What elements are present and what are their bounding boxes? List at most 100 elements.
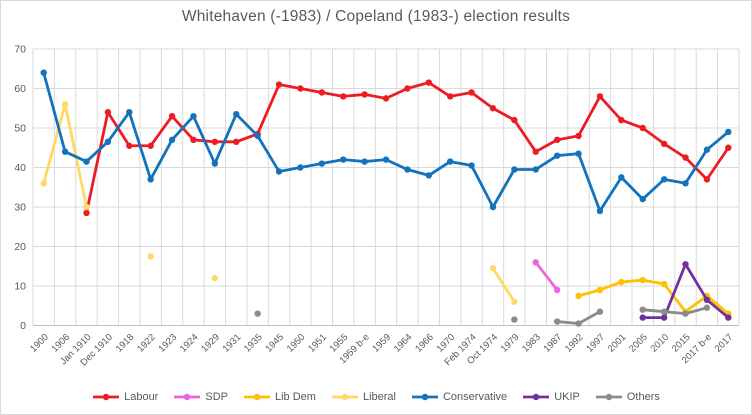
x-axis-tick-label: 1992 — [563, 332, 586, 355]
y-axis-tick-label: 60 — [14, 83, 26, 95]
series-labour-point — [660, 140, 668, 147]
series-conservative-point — [553, 152, 561, 159]
series-labour-point — [361, 91, 368, 98]
series-conservative-point — [725, 128, 732, 136]
series-labour-point — [425, 79, 432, 86]
series-liberal-line — [42, 102, 88, 209]
legend-label-liberal: Liberal — [362, 391, 396, 403]
x-axis-tick-label: 2001 — [606, 332, 629, 355]
series-conservative-point — [126, 109, 133, 116]
series-others-line — [641, 306, 709, 316]
series-ukip-point — [682, 261, 689, 268]
series-others-point — [575, 320, 582, 327]
series-conservative-point — [660, 176, 668, 183]
series-conservative-point — [575, 150, 582, 157]
y-axis-tick-label: 70 — [14, 44, 26, 56]
series-others-point — [639, 306, 646, 313]
series-labour-point — [404, 85, 411, 92]
series-labour-point — [382, 95, 390, 102]
series-others-point — [596, 308, 604, 315]
legend-marker-lib-dem — [243, 393, 270, 401]
series-lib-dem-point — [575, 292, 582, 300]
series-labour-point — [233, 138, 240, 146]
series-lib-dem-point — [618, 278, 625, 286]
legend-marker-others — [595, 393, 622, 401]
series-labour-point — [703, 176, 711, 183]
series-conservative-point — [446, 158, 454, 165]
series-conservative-point — [61, 148, 69, 155]
series-conservative-point — [618, 174, 625, 181]
legend-marker-liberal — [331, 393, 358, 401]
legend-label-conservative: Conservative — [442, 391, 508, 403]
x-axis-tick-label: 1935 — [242, 332, 265, 355]
x-axis-tick-label: 1922 — [135, 332, 158, 355]
series-labour-point — [318, 89, 326, 96]
legend-marker-labour — [93, 393, 120, 401]
series-labour-point — [575, 132, 582, 140]
legend-marker-conservative — [411, 393, 438, 401]
series-labour-point — [168, 112, 176, 120]
series-lib-dem-line — [577, 278, 730, 316]
chart-title: Whitehaven (-1983) / Copeland (1983-) el… — [181, 8, 571, 25]
series-conservative-point — [254, 132, 261, 140]
legend-item-ukip: UKIP — [522, 391, 580, 403]
series-conservative-point — [168, 136, 176, 144]
series-conservative-point — [190, 112, 197, 120]
series-conservative-point — [639, 195, 646, 203]
series-conservative-point — [340, 156, 347, 163]
series-conservative-point — [404, 166, 411, 173]
series-others-point — [660, 308, 668, 315]
series-lib-dem-point — [596, 286, 604, 294]
series-conservative-point — [211, 160, 219, 167]
legend-item-conservative: Conservative — [411, 391, 507, 403]
series-liberal-point — [147, 253, 154, 260]
series-sdp-line — [534, 260, 559, 292]
series-labour-point — [596, 93, 604, 100]
x-axis-tick-label: 1987 — [542, 332, 565, 355]
x-axis-tick-label: 1997 — [584, 332, 607, 355]
x-axis-tick-label: 1918 — [114, 332, 137, 355]
series-conservative-point — [682, 180, 689, 187]
series-conservative-point — [83, 158, 90, 165]
series-others-point — [254, 310, 261, 317]
series-liberal-point — [489, 265, 497, 272]
series-sdp-point — [532, 259, 539, 266]
legend-item-labour: Labour — [92, 391, 158, 403]
series-labour-point — [468, 89, 475, 96]
series-labour-point — [190, 136, 197, 144]
series-labour-point — [725, 144, 732, 151]
legend-item-lib-dem: Lib Dem — [243, 391, 316, 403]
series-labour-point — [511, 116, 518, 124]
series-labour-point — [126, 142, 133, 149]
series-labour-point — [553, 136, 561, 144]
x-axis-tick-label: 2005 — [627, 332, 650, 355]
x-axis-tick-label: 1964 — [392, 332, 415, 355]
series-conservative-line — [42, 71, 730, 213]
x-axis-tick-label: 1929 — [199, 332, 222, 355]
x-axis-tick-label: 1966 — [413, 332, 436, 355]
y-axis-tick-label: 30 — [14, 202, 26, 214]
legend-item-others: Others — [595, 391, 660, 403]
x-axis-tick-label: 1931 — [221, 332, 244, 355]
series-conservative-point — [297, 164, 304, 171]
chart-legend: Labour SDP Lib Dem Liberal Conservative UKIP O… — [1, 387, 751, 407]
series-conservative-point — [147, 176, 154, 183]
series-ukip-point — [639, 314, 646, 321]
y-axis-tick-label: 0 — [20, 320, 26, 332]
series-liberal-point — [511, 298, 518, 305]
series-liberal-point — [40, 180, 47, 187]
series-others-point — [682, 310, 689, 317]
series-conservative-point — [104, 138, 112, 146]
series-liberal-point — [211, 274, 219, 282]
x-axis-tick-label: 1951 — [306, 332, 329, 355]
x-axis-tick-label: 2010 — [649, 332, 672, 355]
series-labour-point — [275, 81, 283, 88]
series-labour-point — [639, 124, 646, 132]
legend-marker-sdp — [174, 393, 201, 401]
series-labour-point — [83, 209, 90, 217]
series-labour-point — [297, 85, 304, 92]
x-axis-tick-label: 1923 — [156, 332, 179, 355]
y-axis-tick-label: 20 — [14, 241, 26, 253]
series-conservative-point — [425, 172, 432, 179]
